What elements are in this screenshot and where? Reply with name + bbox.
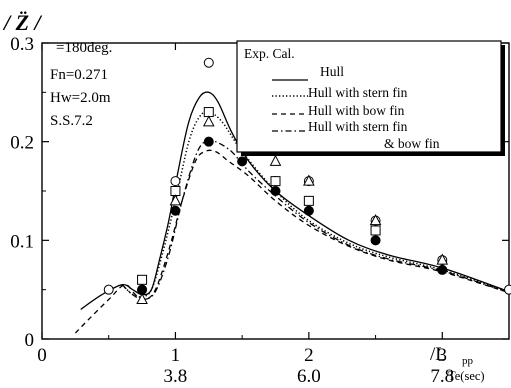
data-point-stern_bow [270,186,281,196]
data-point-bow [436,253,449,265]
data-point-stern_bow [437,264,448,275]
legend-label-hull: Hull [320,64,344,79]
condition-wave-height: Hw=2.0m [50,90,111,106]
y-tick-label: 0.2 [10,133,34,154]
data-point-hull [103,284,114,295]
data-point-hull [170,176,181,187]
data-point-stern [137,274,148,285]
data-point-stern [203,107,214,118]
data-point-stern [303,195,314,206]
series-line-hull [80,91,510,310]
condition-froude: Fn=0.271 [50,67,108,83]
legend-label-stern-bow: Hull with stern fin [308,119,408,134]
te-tick-label: 3.8 [164,366,188,387]
data-point-hull [504,284,511,295]
series-line-bow [74,149,510,334]
legend-box [236,40,502,153]
data-point-stern [370,225,381,236]
axis-group: 0 1 2 3 3.8 6.0 7.8 0 0.1 0.2 0.3 [10,34,509,387]
condition-heading: =180deg. [56,40,112,56]
x-axis-label-subscript: pp [462,355,474,367]
y-axis-label: / Z̈ / [2,10,43,35]
data-point-stern [170,186,181,196]
data-point-stern_bow [303,205,314,216]
data-point-hull [203,57,214,68]
x-axis-label: /L [430,344,447,365]
data-point-stern_bow [370,235,381,246]
legend-label-stern: Hull with stern fin [308,85,408,100]
x-tick-label: 2 [304,345,314,366]
data-point-stern_bow [137,284,148,295]
legend: Exp. Cal. Hull Hull with stern fin Hull … [236,40,505,156]
data-point-bow [202,115,215,127]
legend-label-stern-bow-cont: & bow fin [384,136,440,151]
data-point-stern_bow [170,205,181,216]
legend-header: Exp. Cal. [244,46,295,61]
te-tick-label: 6.0 [297,366,321,387]
x-tick-label: 0 [37,345,47,366]
data-point-bow [303,174,315,186]
x-tick-label: 3 [438,345,448,366]
te-axis-label: Te(sec) [448,369,485,383]
legend-label-bow: Hull with bow fin [308,103,405,118]
data-point-bow [369,214,382,226]
y-tick-label: 0.3 [10,34,34,55]
y-tick-label: 0.1 [10,231,34,252]
data-point-stern_bow [237,156,248,167]
te-tick-label: 7.8 [430,366,454,387]
conditions-block: =180deg. Fn=0.271 Hw=2.0m S.S.7.2 [50,40,112,129]
y-tick-label: 0 [25,330,35,351]
data-point-bow [136,292,148,305]
data-point-bow [269,154,282,166]
data-point-stern_bow [203,136,214,147]
data-point-bow [169,194,182,206]
condition-sea-state: S.S.7.2 [50,113,93,129]
data-point-stern [270,176,281,187]
x-tick-label: 1 [171,345,181,366]
series-line-stern_bow [121,139,510,301]
